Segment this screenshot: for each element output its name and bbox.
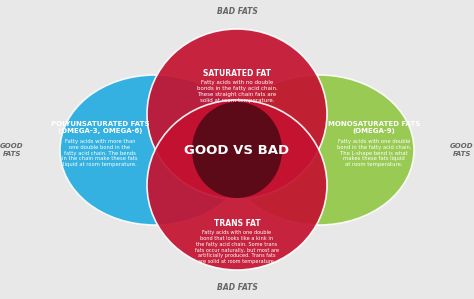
Text: BAD FATS: BAD FATS	[217, 7, 257, 16]
Text: POLYUNSATURATED FATS
(OMEGA-3, OMEGA-6): POLYUNSATURATED FATS (OMEGA-3, OMEGA-6)	[51, 121, 149, 134]
Ellipse shape	[60, 75, 250, 225]
Text: Fatty acids with no double
bonds in the fatty acid chain.
These straight chain f: Fatty acids with no double bonds in the …	[197, 80, 277, 103]
Text: SATURATED FAT: SATURATED FAT	[203, 69, 271, 78]
Text: Fatty acids with more than
one double bond in the
fatty acid chain. The bends
in: Fatty acids with more than one double bo…	[62, 139, 138, 167]
Text: GOOD
FATS: GOOD FATS	[0, 144, 24, 156]
Ellipse shape	[224, 75, 414, 225]
Ellipse shape	[147, 29, 327, 199]
Text: TRANS FAT: TRANS FAT	[214, 219, 260, 228]
Text: BAD FATS: BAD FATS	[217, 283, 257, 292]
Text: Fatty acids with one double
bond in the fatty acid chain.
The L-shape bend is wh: Fatty acids with one double bond in the …	[337, 139, 411, 167]
Text: Fatty acids with one double
bond that looks like a kink in
the fatty acid chain.: Fatty acids with one double bond that lo…	[195, 230, 279, 264]
Text: GOOD VS BAD: GOOD VS BAD	[184, 144, 290, 156]
Ellipse shape	[192, 102, 282, 198]
Text: GOOD
FATS: GOOD FATS	[450, 144, 474, 156]
Text: MONOSATURATED FATS
(OMEGA-9): MONOSATURATED FATS (OMEGA-9)	[328, 121, 420, 134]
Ellipse shape	[147, 100, 327, 270]
